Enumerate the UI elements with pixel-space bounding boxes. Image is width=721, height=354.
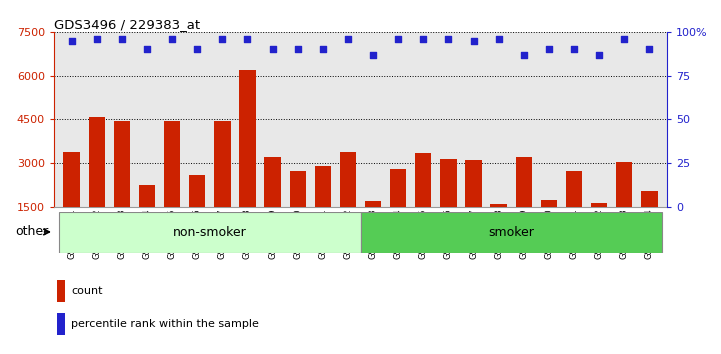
Bar [214, 121, 231, 251]
Bar [566, 171, 582, 251]
Bar [290, 171, 306, 251]
Point [392, 36, 404, 42]
Point [167, 36, 178, 42]
Bar [390, 169, 407, 251]
Bar [616, 162, 632, 251]
Bar [490, 204, 507, 251]
Point [593, 52, 605, 57]
FancyBboxPatch shape [59, 212, 360, 253]
Bar [139, 185, 155, 251]
Point [619, 36, 630, 42]
Text: other: other [15, 225, 48, 239]
Point [292, 47, 304, 52]
Point [417, 36, 429, 42]
Point [468, 38, 479, 44]
Point [267, 47, 278, 52]
Point [91, 36, 102, 42]
Bar [441, 159, 456, 251]
Point [518, 52, 529, 57]
Point [192, 47, 203, 52]
Text: percentile rank within the sample: percentile rank within the sample [71, 319, 259, 329]
Bar [516, 158, 532, 251]
Bar [541, 200, 557, 251]
Text: smoker: smoker [488, 226, 534, 239]
FancyBboxPatch shape [360, 212, 662, 253]
Point [543, 47, 554, 52]
Bar [641, 191, 658, 251]
Bar [415, 153, 431, 251]
Bar [57, 313, 65, 335]
Text: non-smoker: non-smoker [173, 226, 247, 239]
Bar [365, 201, 381, 251]
Bar [239, 70, 256, 251]
Bar [57, 280, 65, 302]
Text: count: count [71, 286, 102, 296]
Point [66, 38, 77, 44]
Point [367, 52, 379, 57]
Bar [314, 166, 331, 251]
Bar [63, 152, 80, 251]
Point [317, 47, 329, 52]
Point [644, 47, 655, 52]
Bar [265, 158, 280, 251]
Bar [164, 121, 180, 251]
Bar [591, 203, 607, 251]
Text: GDS3496 / 229383_at: GDS3496 / 229383_at [54, 18, 200, 31]
Point [568, 47, 580, 52]
Bar [89, 116, 105, 251]
Point [141, 47, 153, 52]
Point [443, 36, 454, 42]
Bar [114, 121, 130, 251]
Bar [189, 175, 205, 251]
Point [493, 36, 505, 42]
Point [342, 36, 354, 42]
Point [242, 36, 253, 42]
Bar [340, 152, 356, 251]
Point [116, 36, 128, 42]
Point [216, 36, 228, 42]
Bar [465, 160, 482, 251]
